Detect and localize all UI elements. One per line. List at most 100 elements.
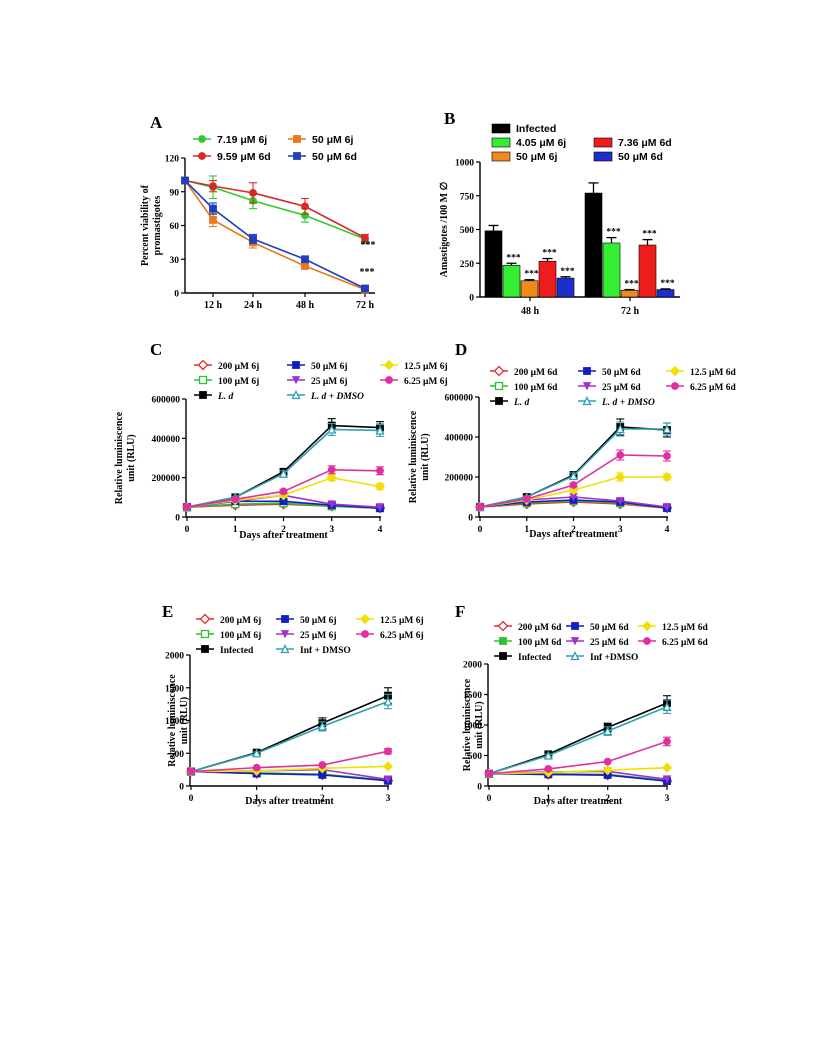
bar	[638, 244, 657, 298]
legend-label: 25 μM 6d	[590, 638, 629, 648]
data-point	[603, 757, 612, 766]
y-tick-label: 750	[460, 192, 475, 202]
panel-f: F 0 500 1000 1500 2000 Relative luminiscenceun…	[455, 602, 708, 807]
series-line	[190, 694, 389, 773]
y-tick-label: 2000	[463, 661, 482, 671]
series-3	[181, 176, 369, 293]
legend-marker	[582, 382, 592, 391]
series-7	[476, 449, 671, 511]
legend-label: 12.5 μM 6d	[690, 368, 736, 378]
panel-b: B 0 250 500 750 1000 Amastigotes /100 M ∅ 48 h *…	[439, 109, 680, 317]
bar	[520, 280, 539, 298]
x-tick-label: 0	[487, 794, 492, 804]
data-point	[375, 425, 385, 435]
legend-swatch	[491, 151, 511, 162]
y-tick-label: 600000	[445, 394, 474, 404]
legend-marker	[280, 630, 290, 639]
data-point	[662, 775, 672, 784]
legend-label: 12.5 μM 6j	[404, 362, 448, 372]
data-point	[361, 284, 369, 293]
data-point	[374, 481, 386, 492]
panel-letter: C	[150, 340, 162, 359]
y-tick-label: 200000	[445, 474, 474, 484]
data-point	[252, 763, 261, 772]
y-axis-label: Amastigotes /100 M ∅	[439, 181, 450, 277]
legend-label: Infected	[516, 123, 556, 135]
data-point	[252, 748, 262, 758]
bar	[584, 192, 603, 298]
legend-label: 9.59 μM 6d	[217, 151, 271, 163]
legend: 200 μM 6d 100 μM 6d L. d 50 μM 6d 25 μM 6d L.…	[490, 365, 736, 408]
data-point	[383, 696, 393, 706]
legend-label: L. d + DMSO	[310, 392, 364, 402]
series-line	[190, 770, 389, 782]
legend-marker	[200, 629, 210, 639]
y-axis-label: Relative luminiscenceunit (RLU)	[408, 410, 431, 503]
x-axis-label: Days after treatment	[245, 796, 334, 807]
x-tick-label: 2	[320, 794, 325, 804]
bar	[602, 242, 621, 298]
x-tick-label: 1	[524, 525, 529, 535]
x-axis-label: Days after treatment	[529, 529, 618, 540]
x-tick-label: 3	[665, 794, 670, 804]
y-tick-label: 250	[460, 260, 475, 270]
data-point	[326, 472, 337, 483]
data-point	[544, 765, 553, 773]
legend-label: L. d	[513, 398, 530, 408]
x-tick-label: 72 h	[621, 306, 640, 317]
legend-swatch	[593, 137, 613, 148]
series-line	[488, 705, 668, 775]
legend-label: 200 μM 6j	[220, 616, 261, 626]
data-point	[361, 233, 369, 242]
x-tick-label: 0	[185, 525, 190, 535]
significance-label: ***	[542, 249, 557, 259]
data-point	[615, 424, 625, 434]
legend-marker	[641, 620, 653, 632]
y-tick-label: 0	[174, 290, 179, 300]
y-tick-label: 0	[468, 514, 473, 524]
series-line	[184, 179, 366, 290]
data-point	[301, 202, 309, 211]
series-line	[488, 702, 668, 775]
data-point	[568, 471, 579, 481]
data-point	[187, 767, 195, 776]
data-point	[661, 762, 673, 773]
data-point	[615, 471, 626, 483]
legend: 7.19 μM 6j 50 μM 6j 9.59 μM 6d 50 μM 6d	[193, 134, 357, 163]
data-point	[569, 481, 578, 489]
legend-label: 50 μM 6j	[300, 616, 337, 626]
legend-label: 6.25 μM 6j	[404, 377, 448, 387]
x-tick-label: 1	[233, 525, 238, 535]
panel-c: C 0 200000 400000 600000 Relative luminiscenc…	[114, 340, 448, 541]
panel-letter: B	[444, 109, 455, 128]
y-tick-label: 1500	[165, 684, 184, 694]
x-tick-label: 3	[386, 794, 391, 804]
y-axis-label: Relative luminiscenceunit (RLU)	[167, 674, 190, 767]
series-line	[488, 773, 668, 782]
legend-marker	[201, 645, 209, 653]
legend-label: 50 μM 6j	[516, 151, 558, 163]
data-point	[249, 188, 257, 197]
data-point	[209, 215, 217, 224]
legend-label: Infected	[220, 646, 254, 656]
legend-marker	[198, 375, 208, 385]
data-point	[327, 500, 336, 509]
legend-label: 7.36 μM 6d	[618, 137, 672, 149]
legend-label: 50 μM 6d	[618, 151, 663, 163]
significance-label: ***	[506, 253, 521, 263]
data-point	[375, 503, 385, 512]
x-tick-label: 4	[665, 525, 670, 535]
y-tick-label: 60	[170, 222, 180, 232]
panel-letter: F	[455, 602, 465, 621]
significance-label: ***	[606, 228, 621, 238]
legend-label: Inf + DMSO	[300, 646, 351, 656]
legend-marker	[293, 135, 301, 143]
legend-marker	[494, 381, 504, 391]
legend-marker	[499, 637, 507, 645]
data-point	[301, 255, 309, 264]
data-point	[663, 452, 671, 460]
data-point	[231, 495, 240, 504]
x-tick-label: 24 h	[244, 300, 263, 311]
bar	[556, 277, 575, 298]
y-tick-label: 1500	[463, 691, 482, 701]
